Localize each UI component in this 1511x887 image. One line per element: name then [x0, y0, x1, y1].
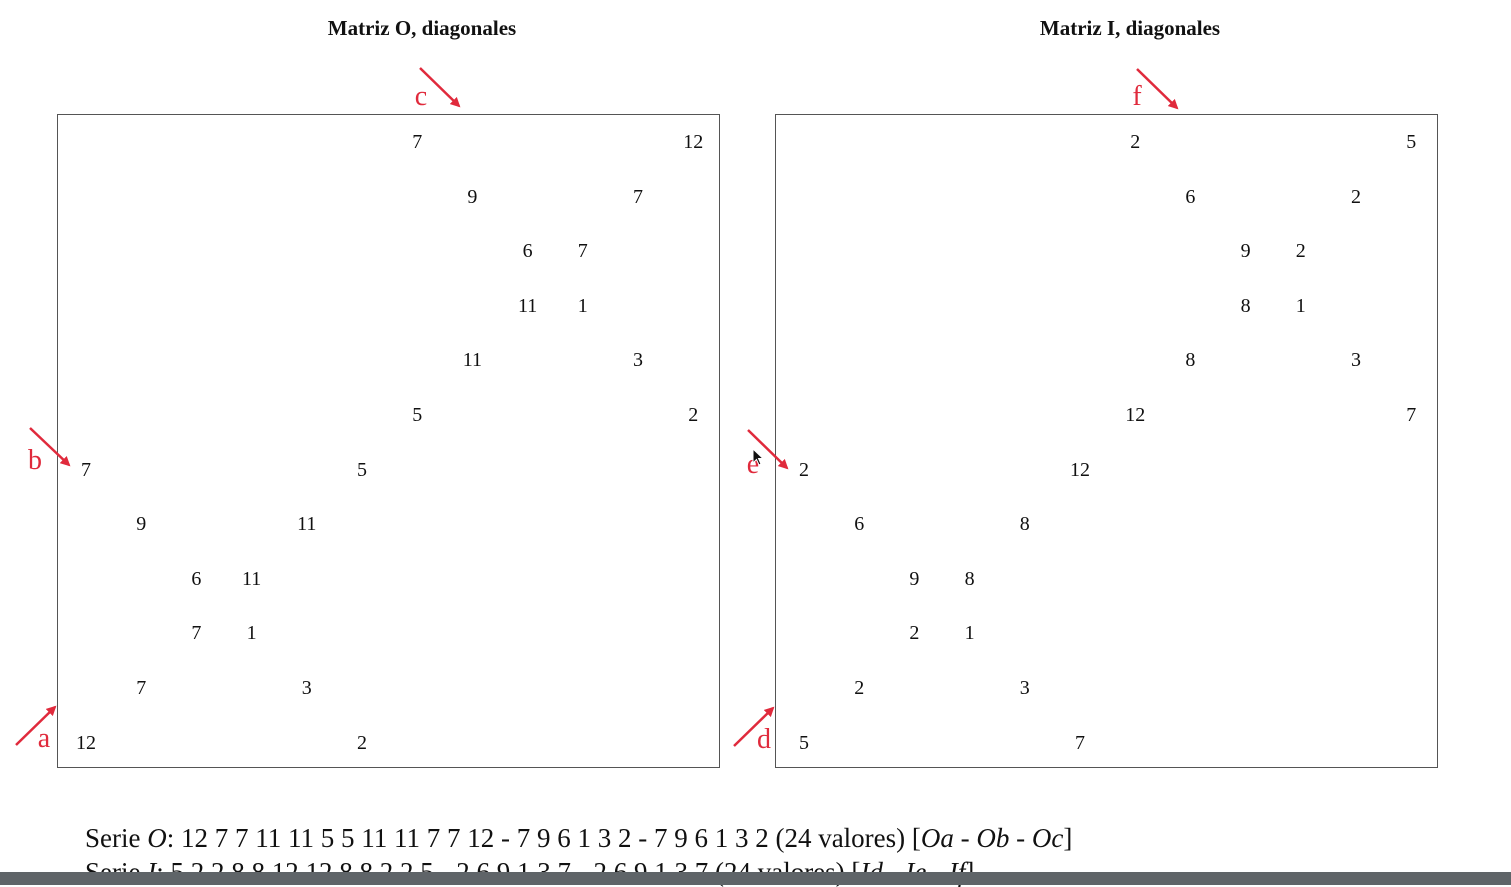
series-o-name: O: [147, 823, 167, 853]
matrix-cell: 12: [76, 731, 96, 754]
matrix-cell: 3: [633, 349, 643, 372]
marker-label-d: d: [757, 724, 771, 755]
matrix-cell: 11: [241, 567, 262, 590]
matrix-cell: 7: [136, 677, 147, 699]
series-o-sep2: -: [1009, 823, 1032, 853]
matrix-cell: 9: [136, 513, 147, 536]
matrix-cell: 7: [81, 458, 91, 481]
matrix-cell: 2: [1351, 185, 1361, 208]
matrix-i-grid: 2 5 6 2 9 2 8 1 8 3 12 7 2 12 6 8 9 8 2 1 2 3 5 7: [775, 114, 1438, 768]
marker-label-c: c: [414, 81, 428, 112]
matrix-cell: 6: [1185, 185, 1196, 208]
matrix-cell: 2: [1295, 240, 1306, 263]
matrix-o-grid: 7 12 9 7 6 7 11 1 11 3 5 2 7 5 9 11 6 11 7 1 7 3 12 2: [57, 114, 720, 768]
matrix-cell: 11: [517, 294, 538, 317]
matrix-cell: 12: [1125, 404, 1146, 426]
series-o-prefix: Serie: [85, 823, 148, 853]
series-o-sep1: -: [953, 823, 977, 853]
series-o-text: Serie O: 12 7 7 11 11 5 5 11 11 7 7 12 -…: [85, 823, 1072, 853]
series-o-ref3: Oc: [1031, 823, 1064, 853]
matrix-cell: 3: [301, 677, 312, 699]
matrix-cell: 5: [1406, 131, 1417, 153]
matrix-o-title: Matriz O, diagonales: [327, 16, 517, 40]
matrix-cell: 3: [1019, 677, 1030, 699]
arrow-icon-f: [1136, 68, 1179, 110]
matrix-cell: 8: [1240, 294, 1251, 317]
marker-label-f: f: [1132, 81, 1142, 112]
series-o-ref2: Ob: [976, 823, 1010, 853]
matrix-cell: 8: [1185, 349, 1196, 372]
matrix-cell: 8: [964, 567, 975, 590]
matrix-cell: 2: [1130, 131, 1141, 153]
matrix-cell: 12: [1070, 458, 1090, 481]
matrix-cell: 6: [522, 240, 533, 263]
matrix-cell: 2: [688, 404, 699, 426]
marker-label-a: a: [37, 723, 51, 754]
matrix-i-title: Matriz I, diagonales: [1039, 16, 1221, 40]
matrix-cell: 7: [412, 131, 423, 153]
matrix-cell: 2: [909, 622, 920, 645]
matrix-cell: 6: [191, 567, 202, 590]
matrix-cell: 1: [1295, 294, 1306, 317]
matrix-cell: 1: [577, 294, 588, 317]
matrix-cell: 7: [191, 622, 202, 645]
series-o-ref1: Oa: [920, 823, 954, 853]
bottom-toolbar[interactable]: [0, 872, 1511, 885]
matrix-cell: 11: [297, 513, 317, 536]
matrix-cell: 7: [633, 185, 643, 208]
series-o-values: : 12 7 7 11 11 5 5 11 11 7 7 12 - 7 9 6 …: [166, 823, 921, 853]
matrix-cell: 2: [799, 458, 809, 481]
matrix-cell: 11: [462, 349, 483, 372]
matrix-cell: 1: [246, 622, 257, 645]
matrix-cell: 5: [412, 404, 423, 426]
matrix-cell: 8: [1019, 513, 1030, 536]
matrix-cell: 12: [683, 131, 704, 153]
matrix-cell: 1: [964, 622, 975, 645]
matrix-cell: 6: [854, 513, 865, 536]
matrix-cell: 5: [799, 731, 809, 754]
matrix-cell: 2: [854, 677, 865, 699]
matrix-cell: 7: [1075, 731, 1085, 754]
series-o-close: ]: [1063, 823, 1073, 853]
marker-label-b: b: [28, 445, 42, 476]
matrix-cell: 7: [1406, 404, 1417, 426]
matrix-cell: 2: [357, 731, 367, 754]
matrix-cell: 3: [1351, 349, 1361, 372]
matrix-cell: 9: [1240, 240, 1251, 263]
matrix-cell: 9: [909, 567, 920, 590]
matrix-cell: 5: [357, 458, 367, 481]
matrix-cell: 9: [467, 185, 478, 208]
matrix-cell: 7: [577, 240, 588, 263]
mouse-pointer-icon: [752, 448, 764, 466]
